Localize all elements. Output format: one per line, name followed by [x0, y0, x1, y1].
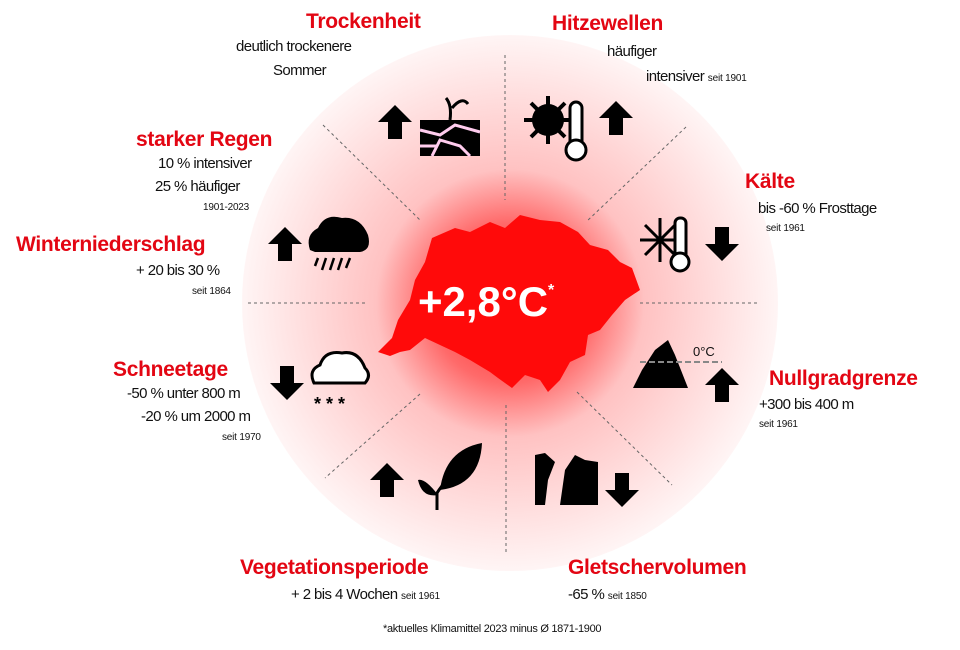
sector-dividers	[248, 55, 760, 555]
footnote: *aktuelles Klimamittel 2023 minus Ø 1871…	[383, 623, 602, 635]
text-trockenheit-2: Sommer	[273, 62, 327, 79]
rain-cloud-icon	[308, 216, 369, 271]
text-hitzewellen-1: häufiger	[607, 43, 657, 60]
text-trockenheit-1: deutlich trockenere	[236, 38, 352, 55]
zero-degree-label: 0°C	[693, 344, 715, 359]
since-winterniederschlag: seit 1864	[192, 286, 231, 297]
text-winterniederschlag-1: + 20 bis 30 %	[136, 262, 220, 279]
title-trockenheit: Trockenheit	[306, 10, 421, 33]
title-nullgradgrenze: Nullgradgrenze	[769, 367, 918, 390]
text-hitzewellen-2: intensiver seit 1901	[646, 68, 747, 85]
since-schneetage: seit 1970	[222, 432, 261, 443]
title-vegetationsperiode: Vegetationsperiode	[240, 556, 429, 579]
text-starker-regen-1: 10 % intensiver	[158, 155, 252, 172]
text-vegetationsperiode-1: + 2 bis 4 Wochen seit 1961	[291, 586, 440, 603]
mountain-zero-line-icon	[633, 340, 722, 388]
dry-soil-sprout-icon	[419, 97, 481, 158]
snowflake-thermometer-icon	[640, 216, 691, 273]
text-starker-regen-2: 25 % häufiger	[155, 178, 240, 195]
glacier-icon	[535, 453, 598, 505]
temperature-increase: +2,8°C*	[418, 278, 555, 325]
since-nullgradgrenze: seit 1961	[759, 419, 798, 430]
text-schneetage-1: -50 % unter 800 m	[127, 385, 241, 402]
title-starker-regen: starker Regen	[136, 128, 273, 151]
switzerland-map	[378, 215, 640, 392]
title-winterniederschlag: Winterniederschlag	[16, 233, 206, 256]
svg-text:* * *: * * *	[314, 394, 345, 414]
leaf-icon	[418, 443, 482, 510]
since-kaelte: seit 1961	[766, 223, 805, 234]
sun-thermometer-icon	[524, 96, 588, 162]
title-hitzewellen: Hitzewellen	[552, 12, 664, 35]
title-gletschervolumen: Gletschervolumen	[568, 556, 747, 579]
title-kaelte: Kälte	[745, 170, 795, 193]
snow-cloud-icon: * * *	[310, 351, 370, 414]
text-schneetage-2: -20 % um 2000 m	[141, 408, 251, 425]
text-kaelte-1: bis -60 % Frosttage	[758, 200, 877, 217]
since-starker-regen: 1901-2023	[203, 202, 250, 213]
title-schneetage: Schneetage	[113, 358, 228, 381]
text-nullgradgrenze-1: +300 bis 400 m	[759, 396, 854, 413]
text-gletschervolumen-1: -65 % seit 1850	[568, 586, 647, 603]
